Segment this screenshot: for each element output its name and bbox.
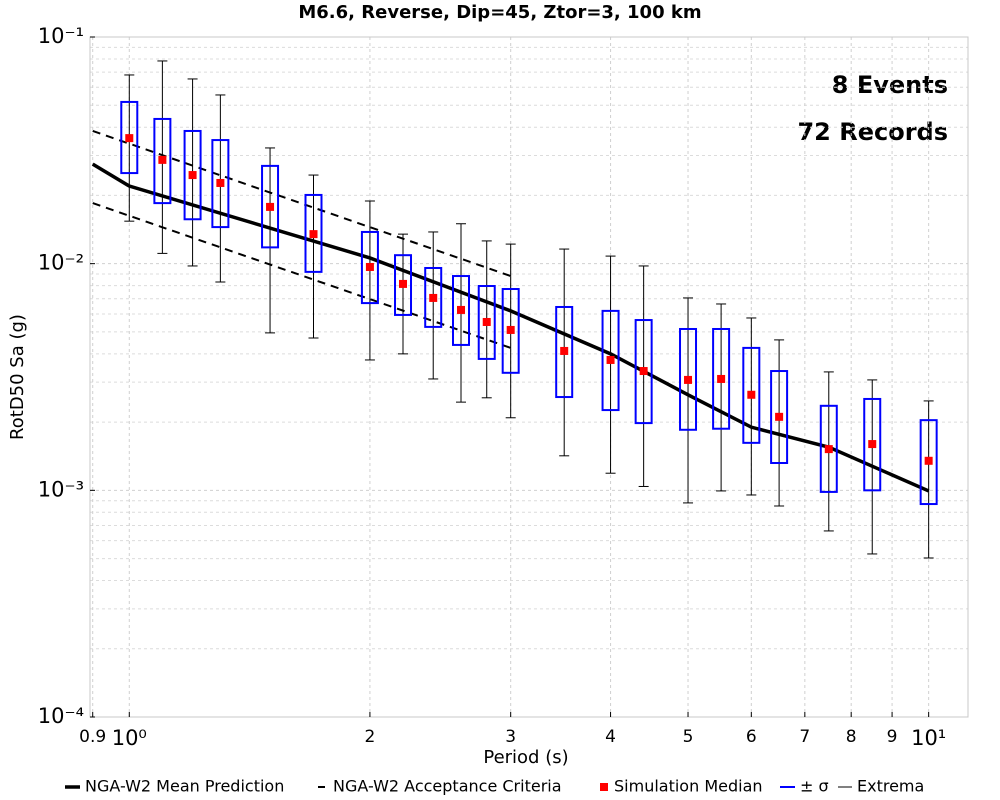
sigma-box <box>120 100 139 175</box>
sigma-box <box>394 254 413 316</box>
sigma-box <box>261 164 280 249</box>
y-tick-label: 10⁻¹ <box>38 24 84 48</box>
sigma-box <box>601 309 620 412</box>
x-tick-label: 10¹ <box>911 726 946 750</box>
median-marker <box>309 230 318 239</box>
median-marker <box>399 279 408 288</box>
sigma-box <box>712 327 731 430</box>
legend-label: Simulation Median <box>614 777 763 796</box>
legend-label: Extrema <box>857 777 924 796</box>
annotation: 72 Records <box>797 118 948 146</box>
median-marker <box>868 440 877 449</box>
legend-label: NGA-W2 Mean Prediction <box>85 777 284 796</box>
x-tick-label: 4 <box>605 727 616 747</box>
median-marker <box>747 390 756 399</box>
sigma-box <box>424 266 443 328</box>
x-tick-label: 5 <box>683 727 694 747</box>
x-tick-label: 9 <box>887 727 898 747</box>
x-tick-label: 0.9 <box>79 727 106 747</box>
median-marker <box>216 178 225 187</box>
median-marker <box>824 445 833 454</box>
x-axis-label: Period (s) <box>483 747 568 768</box>
median-marker <box>639 367 648 376</box>
sigma-box <box>477 285 496 360</box>
sigma-box <box>304 193 323 273</box>
median-marker <box>365 262 374 271</box>
x-tick-label: 8 <box>846 727 857 747</box>
legend-label: ± σ <box>800 777 829 796</box>
median-marker <box>560 346 569 355</box>
y-tick-label: 10⁻⁴ <box>38 704 84 728</box>
annotation: 8 Events <box>832 71 948 99</box>
sigma-box <box>452 275 471 346</box>
sigma-box <box>634 319 653 425</box>
plot-frame <box>89 36 969 718</box>
sigma-box <box>863 397 882 492</box>
chart-title: M6.6, Reverse, Dip=45, Ztor=3, 100 km <box>298 2 701 23</box>
x-tick-label: 2 <box>365 727 376 747</box>
sigma-box <box>153 117 172 205</box>
y-axis-label: RotD50 Sa (g) <box>7 314 28 440</box>
median-marker <box>924 456 933 465</box>
median-marker <box>457 305 466 314</box>
legend-swatch <box>600 783 608 791</box>
sigma-box <box>919 419 938 506</box>
sigma-box <box>555 305 574 399</box>
median-marker <box>429 293 438 302</box>
median-marker <box>606 355 615 364</box>
median-marker <box>717 374 726 383</box>
sigma-box <box>211 139 230 229</box>
x-tick-label: 3 <box>505 727 516 747</box>
median-marker <box>188 171 197 180</box>
median-marker <box>266 202 275 211</box>
x-tick-label: 7 <box>799 727 810 747</box>
sigma-box <box>183 129 202 221</box>
sigma-box <box>819 404 838 493</box>
x-tick-label: 6 <box>746 727 757 747</box>
y-tick-label: 10⁻² <box>38 251 84 275</box>
y-tick-label: 10⁻³ <box>38 477 84 501</box>
median-marker <box>506 325 515 334</box>
sigma-box <box>770 370 789 465</box>
sigma-box <box>742 346 761 444</box>
median-marker <box>482 317 491 326</box>
sigma-box <box>679 327 698 431</box>
sigma-box <box>360 230 379 305</box>
median-marker <box>775 412 784 421</box>
legend-label: NGA-W2 Acceptance Criteria <box>333 777 562 796</box>
median-marker <box>125 134 134 143</box>
x-tick-label: 10⁰ <box>112 726 147 750</box>
median-marker <box>684 375 693 384</box>
median-marker <box>158 155 167 164</box>
sigma-box <box>501 288 520 374</box>
